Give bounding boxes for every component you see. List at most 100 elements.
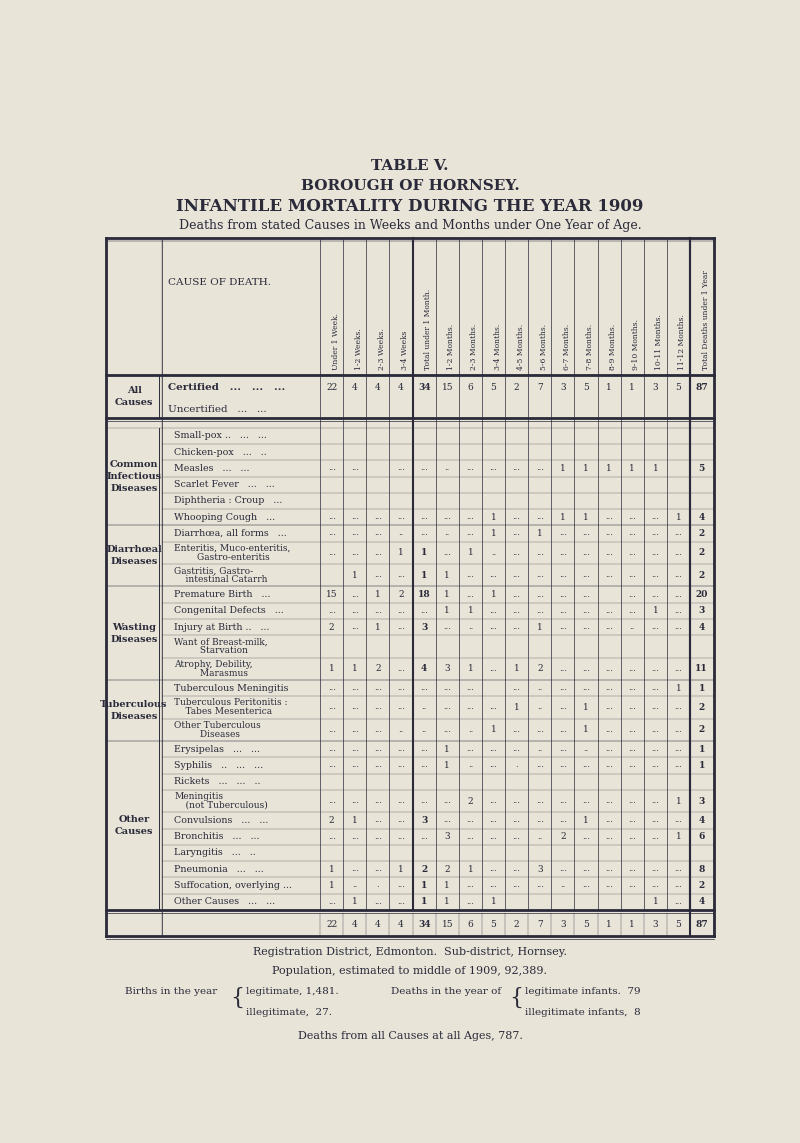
Text: ...: ... — [328, 832, 335, 840]
Text: ...: ... — [420, 529, 428, 537]
Text: Rickets   ...   ...   ..: Rickets ... ... .. — [174, 777, 261, 786]
Text: 3: 3 — [421, 623, 427, 632]
Text: ...: ... — [605, 703, 613, 711]
Text: 2: 2 — [560, 832, 566, 841]
Text: ...: ... — [605, 572, 613, 580]
Text: ...: ... — [513, 529, 521, 537]
Text: 34: 34 — [418, 383, 430, 392]
Text: ...: ... — [397, 703, 405, 711]
Text: 4: 4 — [352, 383, 358, 392]
Text: intestinal Catarrh: intestinal Catarrh — [174, 575, 268, 584]
Text: 1: 1 — [444, 897, 450, 906]
Text: ...: ... — [351, 549, 358, 557]
Text: ...: ... — [651, 572, 659, 580]
Text: 20: 20 — [695, 590, 708, 599]
Text: 2: 2 — [398, 590, 404, 599]
Text: 1: 1 — [329, 881, 334, 890]
Text: Convulsions   ...   ...: Convulsions ... ... — [174, 816, 269, 825]
Text: 1: 1 — [514, 703, 519, 712]
Text: ...: ... — [351, 745, 358, 753]
Text: ..: .. — [398, 726, 404, 734]
Text: ...: ... — [559, 816, 567, 824]
Text: ...: ... — [513, 623, 521, 631]
Text: Bronchitis   ...   ...: Bronchitis ... ... — [174, 832, 260, 841]
Text: ...: ... — [374, 513, 382, 521]
Text: illegitimate infants,  8: illegitimate infants, 8 — [525, 1008, 640, 1017]
Text: ...: ... — [490, 572, 498, 580]
Text: 4-5 Months.: 4-5 Months. — [517, 325, 525, 370]
Text: ...: ... — [397, 797, 405, 805]
Text: 1: 1 — [375, 623, 381, 632]
Text: 3: 3 — [421, 816, 427, 825]
Text: ...: ... — [582, 607, 590, 615]
Text: ...: ... — [559, 529, 567, 537]
Text: 1: 1 — [653, 464, 658, 473]
Text: ...: ... — [443, 816, 451, 824]
Text: ..: .. — [468, 623, 473, 631]
Text: ...: ... — [651, 832, 659, 840]
Text: ...: ... — [420, 607, 428, 615]
Text: ...: ... — [651, 685, 659, 693]
Text: ...: ... — [559, 607, 567, 615]
Text: 1: 1 — [352, 816, 358, 825]
Text: Meningitis: Meningitis — [174, 792, 223, 801]
Text: ...: ... — [513, 607, 521, 615]
Text: Scarlet Fever   ...   ...: Scarlet Fever ... ... — [174, 480, 275, 489]
Text: ...: ... — [628, 513, 636, 521]
Text: Marasmus: Marasmus — [174, 669, 248, 678]
Text: 9-10 Months.: 9-10 Months. — [632, 319, 640, 370]
Text: ...: ... — [443, 513, 451, 521]
Text: ...: ... — [651, 623, 659, 631]
Text: 1: 1 — [421, 881, 427, 890]
Text: ...: ... — [559, 797, 567, 805]
Text: ...: ... — [674, 623, 682, 631]
Text: 4: 4 — [398, 383, 404, 392]
Text: 8-9 Months.: 8-9 Months. — [609, 325, 617, 370]
Text: ...: ... — [651, 703, 659, 711]
Text: Atrophy, Debility,: Atrophy, Debility, — [174, 660, 253, 669]
Text: ...: ... — [374, 797, 382, 805]
Text: ...: ... — [651, 529, 659, 537]
Text: ...: ... — [605, 726, 613, 734]
Text: ...: ... — [674, 529, 682, 537]
Text: ...: ... — [674, 881, 682, 889]
Text: 1: 1 — [444, 570, 450, 580]
Text: ...: ... — [374, 832, 382, 840]
Text: ...: ... — [490, 703, 498, 711]
Text: 6: 6 — [698, 832, 705, 841]
Text: All
Causes: All Causes — [115, 385, 154, 407]
Text: ...: ... — [674, 865, 682, 873]
Text: 1: 1 — [676, 832, 682, 841]
Text: 2: 2 — [514, 383, 519, 392]
Text: 22: 22 — [326, 383, 338, 392]
Text: 2-3 Weeks.: 2-3 Weeks. — [378, 328, 386, 370]
Text: 1: 1 — [421, 549, 427, 558]
Text: 1: 1 — [653, 606, 658, 615]
Text: 2: 2 — [698, 549, 705, 558]
Text: BOROUGH OF HORNSEY.: BOROUGH OF HORNSEY. — [301, 178, 519, 192]
Text: ...: ... — [536, 591, 544, 599]
Text: 5: 5 — [698, 464, 705, 473]
Text: Diseases: Diseases — [174, 730, 240, 738]
Text: ...: ... — [628, 665, 636, 673]
Text: ...: ... — [466, 897, 474, 905]
Text: Syphilis   ..   ...   ...: Syphilis .. ... ... — [174, 761, 263, 770]
Text: 7: 7 — [537, 920, 542, 929]
Text: 1: 1 — [444, 744, 450, 753]
Text: 2: 2 — [421, 865, 427, 873]
Text: ...: ... — [513, 865, 521, 873]
Text: 1: 1 — [490, 529, 496, 538]
Text: 1: 1 — [676, 797, 682, 806]
Text: ...: ... — [582, 623, 590, 631]
Text: ...: ... — [536, 513, 544, 521]
Text: ...: ... — [443, 726, 451, 734]
Text: 1: 1 — [467, 664, 474, 673]
Text: ...: ... — [559, 761, 567, 769]
Text: ...: ... — [513, 685, 521, 693]
Text: Enteritis, Muco-enteritis,: Enteritis, Muco-enteritis, — [174, 544, 290, 553]
Text: ...: ... — [397, 745, 405, 753]
Text: ...: ... — [351, 797, 358, 805]
Text: legitimate, 1,481.: legitimate, 1,481. — [246, 988, 338, 997]
Text: ..: .. — [583, 745, 589, 753]
Text: 1: 1 — [467, 865, 474, 873]
